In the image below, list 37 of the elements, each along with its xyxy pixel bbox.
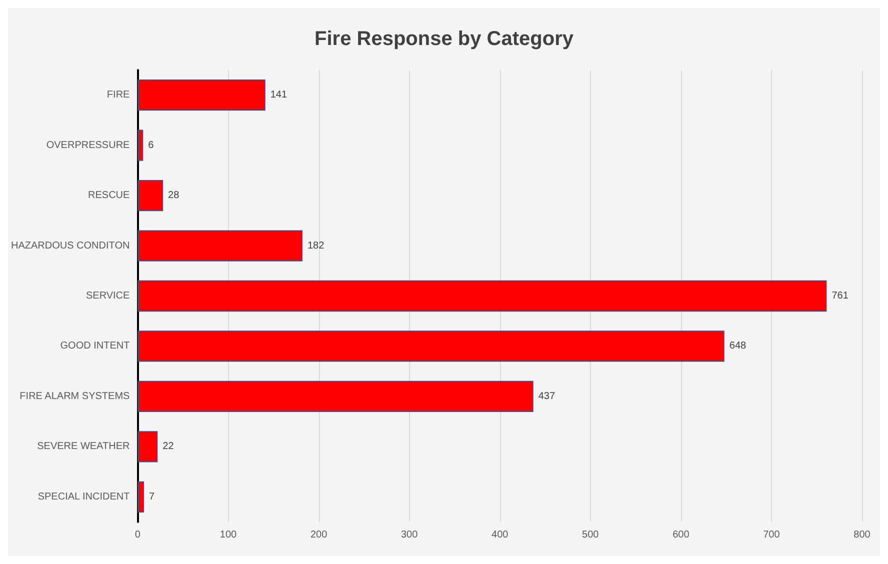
chart-title: Fire Response by Category [314, 28, 574, 50]
x-tick-label: 800 [854, 530, 871, 540]
bar [138, 380, 534, 412]
data-label: 141 [270, 90, 288, 101]
data-label: 28 [168, 190, 180, 202]
x-tick-label: 400 [492, 530, 509, 540]
y-tick-label: FIRE ALARM SYSTEMS [20, 390, 130, 402]
y-tick-label: OVERPRESSURE [46, 140, 130, 151]
y-tick-label: SPECIAL INCIDENT [38, 491, 130, 502]
bar [138, 481, 144, 512]
bar [138, 330, 724, 362]
bar [138, 431, 158, 462]
y-tick-label: SEVERE WEATHER [37, 441, 130, 452]
x-tick-label: 300 [400, 530, 418, 540]
x-tick-label: 700 [763, 530, 780, 540]
x-tick-label: 600 [672, 530, 690, 540]
data-label: 648 [729, 340, 747, 352]
data-label: 437 [538, 390, 556, 402]
y-tick-label: FIRE [106, 90, 130, 101]
y-tick-label: HAZARDOUS CONDITON [10, 240, 130, 252]
bar [138, 130, 144, 161]
x-tick-label: 0 [134, 530, 141, 540]
bar [138, 180, 164, 212]
x-tick-label: 200 [310, 530, 328, 540]
data-label: 761 [832, 290, 849, 302]
bar [138, 80, 266, 111]
data-label: 7 [149, 491, 156, 502]
y-tick-label: SERVICE [86, 290, 130, 302]
data-label: 6 [148, 140, 154, 151]
x-tick-label: 500 [582, 530, 600, 540]
x-tick-label: 100 [220, 530, 238, 540]
y-tick-label: RESCUE [88, 190, 130, 202]
data-label: 182 [307, 240, 325, 252]
data-label: 22 [162, 441, 174, 452]
y-tick-label: GOOD INTENT [60, 340, 130, 352]
bar [138, 280, 827, 312]
bar [138, 230, 302, 262]
